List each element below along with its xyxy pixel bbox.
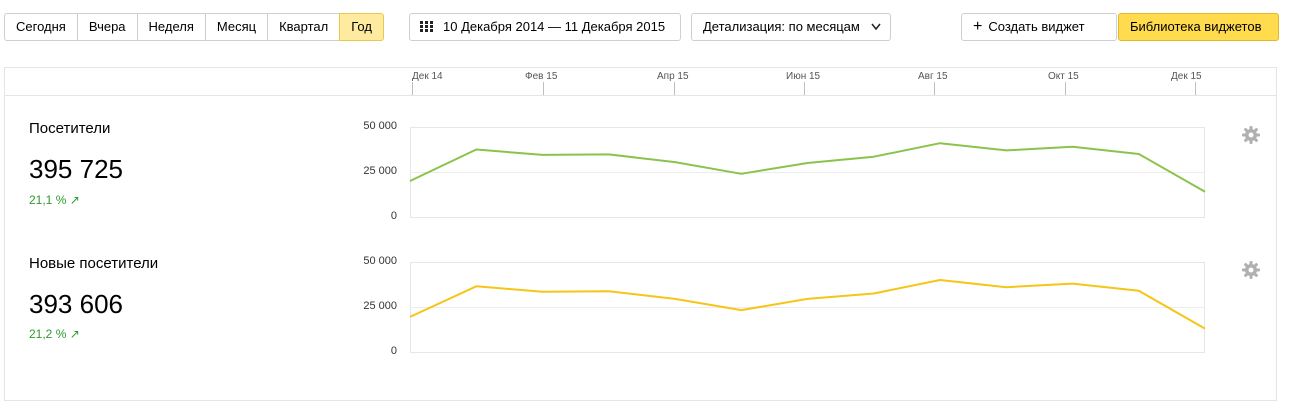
calendar-icon xyxy=(420,15,433,41)
timeline-axis: Дек 14 Фев 15 Апр 15 Июн 15 Авг 15 Окт 1… xyxy=(5,68,1276,96)
metrics-panel: Дек 14 Фев 15 Апр 15 Июн 15 Авг 15 Окт 1… xyxy=(4,67,1277,401)
create-widget-button[interactable]: + Создать виджет xyxy=(961,13,1117,41)
timeline-label: Окт 15 xyxy=(1048,71,1079,82)
plus-icon: + xyxy=(973,18,983,35)
create-widget-label: Создать виджет xyxy=(988,19,1085,34)
timeline-tick xyxy=(1195,82,1196,95)
gear-icon[interactable] xyxy=(1242,126,1260,144)
timeline-label: Дек 15 xyxy=(1171,71,1202,82)
timeline-tick xyxy=(412,82,413,95)
new-visitors-line-chart xyxy=(409,262,1206,353)
metric-title: Посетители xyxy=(29,120,111,137)
metric-value: 393 606 xyxy=(29,289,123,319)
timeline-label: Июн 15 xyxy=(786,71,821,82)
period-today-button[interactable]: Сегодня xyxy=(4,13,77,41)
timeline-label: Дек 14 xyxy=(412,71,443,82)
y-tick-label: 50 000 xyxy=(363,120,397,132)
period-week-button[interactable]: Неделя xyxy=(136,13,205,41)
visitors-line-chart xyxy=(409,127,1206,218)
detail-dropdown[interactable]: Детализация: по месяцам xyxy=(691,13,891,41)
period-year-button[interactable]: Год xyxy=(339,13,384,41)
toolbar: Сегодня Вчера Неделя Месяц Квартал Год 1… xyxy=(4,13,1307,43)
metric-title: Новые посетители xyxy=(29,255,159,272)
timeline-tick xyxy=(804,82,805,95)
metric-change: 21,2 % ↗ xyxy=(29,327,80,341)
period-selector: Сегодня Вчера Неделя Месяц Квартал Год xyxy=(4,13,384,41)
chevron-down-icon xyxy=(871,14,881,49)
timeline-tick xyxy=(1065,82,1066,95)
metric-value: 395 725 xyxy=(29,154,123,184)
widget-library-button[interactable]: Библиотека виджетов xyxy=(1118,13,1279,41)
timeline-tick xyxy=(543,82,544,95)
timeline-label: Апр 15 xyxy=(657,71,689,82)
metric-change: 21,1 % ↗ xyxy=(29,193,80,207)
timeline-label: Авг 15 xyxy=(918,71,948,82)
y-tick-label: 25 000 xyxy=(363,165,397,177)
date-range-button[interactable]: 10 Декабря 2014 — 11 Декабря 2015 xyxy=(409,13,681,41)
y-tick-label: 0 xyxy=(390,210,397,222)
y-tick-label: 25 000 xyxy=(363,300,397,312)
y-tick-label: 50 000 xyxy=(363,255,397,267)
timeline-tick xyxy=(674,82,675,95)
date-range-label: 10 Декабря 2014 — 11 Декабря 2015 xyxy=(443,19,666,34)
series-line xyxy=(409,279,1206,330)
series-line xyxy=(409,142,1206,193)
period-yesterday-button[interactable]: Вчера xyxy=(76,13,137,41)
detail-label: Детализация: по месяцам xyxy=(703,19,860,34)
gear-icon[interactable] xyxy=(1242,261,1260,279)
timeline-label: Фев 15 xyxy=(525,71,558,82)
timeline-tick xyxy=(934,82,935,95)
y-tick-label: 0 xyxy=(390,345,397,357)
period-quarter-button[interactable]: Квартал xyxy=(267,13,340,41)
period-month-button[interactable]: Месяц xyxy=(204,13,268,41)
